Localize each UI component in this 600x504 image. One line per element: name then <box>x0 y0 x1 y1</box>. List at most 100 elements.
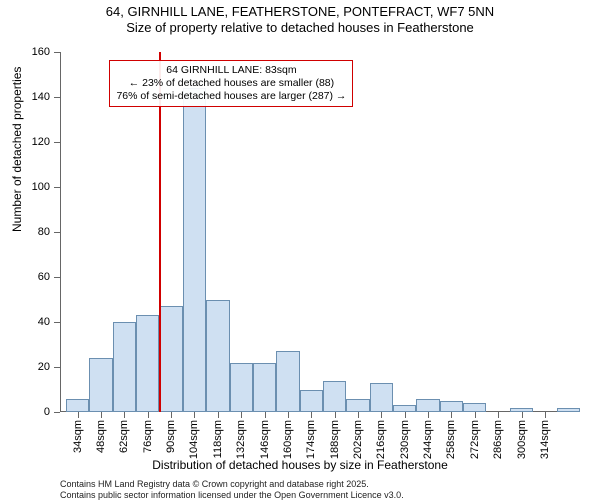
x-tick <box>218 412 219 418</box>
bar <box>276 351 299 412</box>
bar <box>230 363 253 413</box>
x-tick <box>241 412 242 418</box>
plot-area: 34sqm48sqm62sqm76sqm90sqm104sqm118sqm132… <box>60 52 580 412</box>
y-tick-label: 40 <box>38 316 60 328</box>
x-tick <box>475 412 476 418</box>
bar-slot: 34sqm <box>66 399 89 413</box>
bar <box>300 390 323 413</box>
x-tick-label: 90sqm <box>165 420 177 453</box>
x-tick <box>311 412 312 418</box>
bar <box>253 363 276 413</box>
bar-slot: 132sqm <box>230 363 253 413</box>
x-tick <box>265 412 266 418</box>
credits-line-1: Contains HM Land Registry data © Crown c… <box>60 479 404 489</box>
x-tick-label: 104sqm <box>188 420 200 459</box>
x-tick-label: 244sqm <box>422 420 434 459</box>
bar <box>159 306 182 412</box>
x-tick <box>381 412 382 418</box>
bar <box>136 315 159 412</box>
x-axis-title: Distribution of detached houses by size … <box>0 458 600 472</box>
x-tick <box>498 412 499 418</box>
x-tick-label: 132sqm <box>235 420 247 459</box>
bar <box>323 381 346 413</box>
bar <box>346 399 369 413</box>
y-tick-label: 140 <box>32 91 60 103</box>
bar-slot: 104sqm <box>183 88 206 412</box>
x-tick <box>358 412 359 418</box>
x-tick-label: 76sqm <box>142 420 154 453</box>
x-tick <box>522 412 523 418</box>
x-tick <box>148 412 149 418</box>
bar-slot: 62sqm <box>113 322 136 412</box>
bar <box>463 403 486 412</box>
x-tick-label: 300sqm <box>516 420 528 459</box>
x-tick-label: 160sqm <box>282 420 294 459</box>
chart-title: 64, GIRNHILL LANE, FEATHERSTONE, PONTEFR… <box>0 4 600 20</box>
bar-slot: 244sqm <box>416 399 439 413</box>
x-tick-label: 34sqm <box>72 420 84 453</box>
x-tick-label: 48sqm <box>95 420 107 453</box>
bar <box>416 399 439 413</box>
annotation-line-3: 76% of semi-detached houses are larger (… <box>116 90 346 103</box>
x-tick-label: 286sqm <box>492 420 504 459</box>
y-tick-label: 0 <box>44 406 60 418</box>
bar <box>440 401 463 412</box>
bar <box>206 300 229 413</box>
x-tick-label: 314sqm <box>539 420 551 459</box>
x-tick-label: 174sqm <box>305 420 317 459</box>
bar <box>66 399 89 413</box>
bar-slot: 258sqm <box>440 401 463 412</box>
y-axis-title: Number of detached properties <box>10 67 24 232</box>
bar <box>89 358 112 412</box>
y-tick-label: 60 <box>38 271 60 283</box>
x-tick <box>288 412 289 418</box>
bar-slot: 272sqm <box>463 403 486 412</box>
x-tick-label: 202sqm <box>352 420 364 459</box>
x-tick <box>124 412 125 418</box>
y-tick-label: 80 <box>38 226 60 238</box>
credits: Contains HM Land Registry data © Crown c… <box>60 479 404 500</box>
bar-slot: 216sqm <box>370 383 393 412</box>
bar-slot: 146sqm <box>253 363 276 413</box>
x-tick-label: 188sqm <box>329 420 341 459</box>
x-tick-label: 258sqm <box>445 420 457 459</box>
bar-slot: 300sqm <box>510 408 533 413</box>
bar-slot: 202sqm <box>346 399 369 413</box>
x-tick <box>194 412 195 418</box>
bar-slot: 90sqm <box>159 306 182 412</box>
x-tick <box>171 412 172 418</box>
annotation-line-1: 64 GIRNHILL LANE: 83sqm <box>116 64 346 77</box>
bar <box>183 88 206 412</box>
annotation-box: 64 GIRNHILL LANE: 83sqm ← 23% of detache… <box>109 60 353 107</box>
y-tick-label: 160 <box>32 46 60 58</box>
credits-line-2: Contains public sector information licen… <box>60 490 404 500</box>
x-tick <box>101 412 102 418</box>
annotation-line-2: ← 23% of detached houses are smaller (88… <box>116 77 346 90</box>
x-tick-label: 62sqm <box>118 420 130 453</box>
bar-slot: 230sqm <box>393 405 416 412</box>
bar-slot: 76sqm <box>136 315 159 412</box>
bar <box>393 405 416 412</box>
x-tick <box>78 412 79 418</box>
bar-slot: 48sqm <box>89 358 112 412</box>
x-tick <box>405 412 406 418</box>
y-tick-label: 120 <box>32 136 60 148</box>
chart-subtitle: Size of property relative to detached ho… <box>0 20 600 36</box>
x-tick <box>545 412 546 418</box>
bar-slot: 174sqm <box>300 390 323 413</box>
x-tick-label: 272sqm <box>469 420 481 459</box>
bar <box>557 408 580 413</box>
bar <box>113 322 136 412</box>
bar <box>370 383 393 412</box>
x-tick-label: 118sqm <box>212 420 224 458</box>
bar-slot: 188sqm <box>323 381 346 413</box>
y-tick-label: 20 <box>38 361 60 373</box>
bar-slot: 160sqm <box>276 351 299 412</box>
x-tick-label: 146sqm <box>259 420 271 459</box>
x-tick-label: 216sqm <box>375 420 387 459</box>
x-tick-label: 230sqm <box>399 420 411 459</box>
x-tick <box>451 412 452 418</box>
bar-slot <box>557 408 580 413</box>
bar-slot: 118sqm <box>206 300 229 413</box>
y-tick-label: 100 <box>32 181 60 193</box>
